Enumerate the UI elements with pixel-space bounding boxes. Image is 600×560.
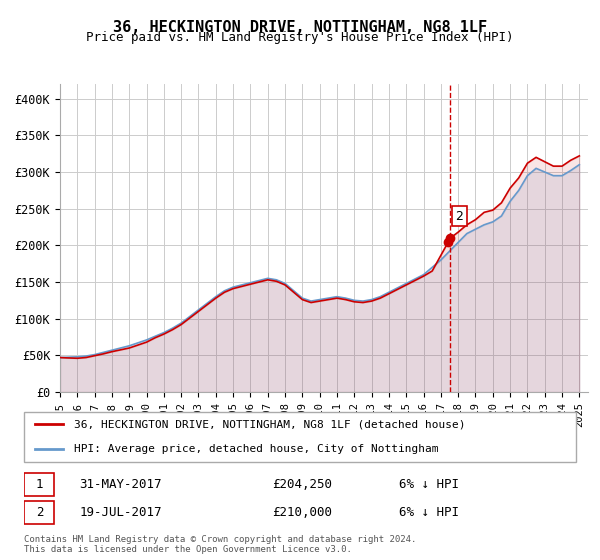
Text: Price paid vs. HM Land Registry's House Price Index (HPI): Price paid vs. HM Land Registry's House … — [86, 31, 514, 44]
Text: HPI: Average price, detached house, City of Nottingham: HPI: Average price, detached house, City… — [74, 445, 438, 454]
Text: 1: 1 — [36, 478, 43, 491]
Text: 31-MAY-2017: 31-MAY-2017 — [79, 478, 162, 491]
Text: 2: 2 — [455, 209, 463, 223]
Text: 6% ↓ HPI: 6% ↓ HPI — [400, 478, 460, 491]
Text: £210,000: £210,000 — [272, 506, 332, 519]
Text: 36, HECKINGTON DRIVE, NOTTINGHAM, NG8 1LF (detached house): 36, HECKINGTON DRIVE, NOTTINGHAM, NG8 1L… — [74, 419, 465, 429]
Text: 6% ↓ HPI: 6% ↓ HPI — [400, 506, 460, 519]
FancyBboxPatch shape — [24, 473, 55, 496]
Text: £204,250: £204,250 — [272, 478, 332, 491]
Text: Contains HM Land Registry data © Crown copyright and database right 2024.
This d: Contains HM Land Registry data © Crown c… — [24, 535, 416, 554]
Text: 36, HECKINGTON DRIVE, NOTTINGHAM, NG8 1LF: 36, HECKINGTON DRIVE, NOTTINGHAM, NG8 1L… — [113, 20, 487, 35]
Text: 2: 2 — [36, 506, 43, 519]
Text: 19-JUL-2017: 19-JUL-2017 — [79, 506, 162, 519]
FancyBboxPatch shape — [24, 412, 576, 462]
FancyBboxPatch shape — [24, 501, 55, 524]
